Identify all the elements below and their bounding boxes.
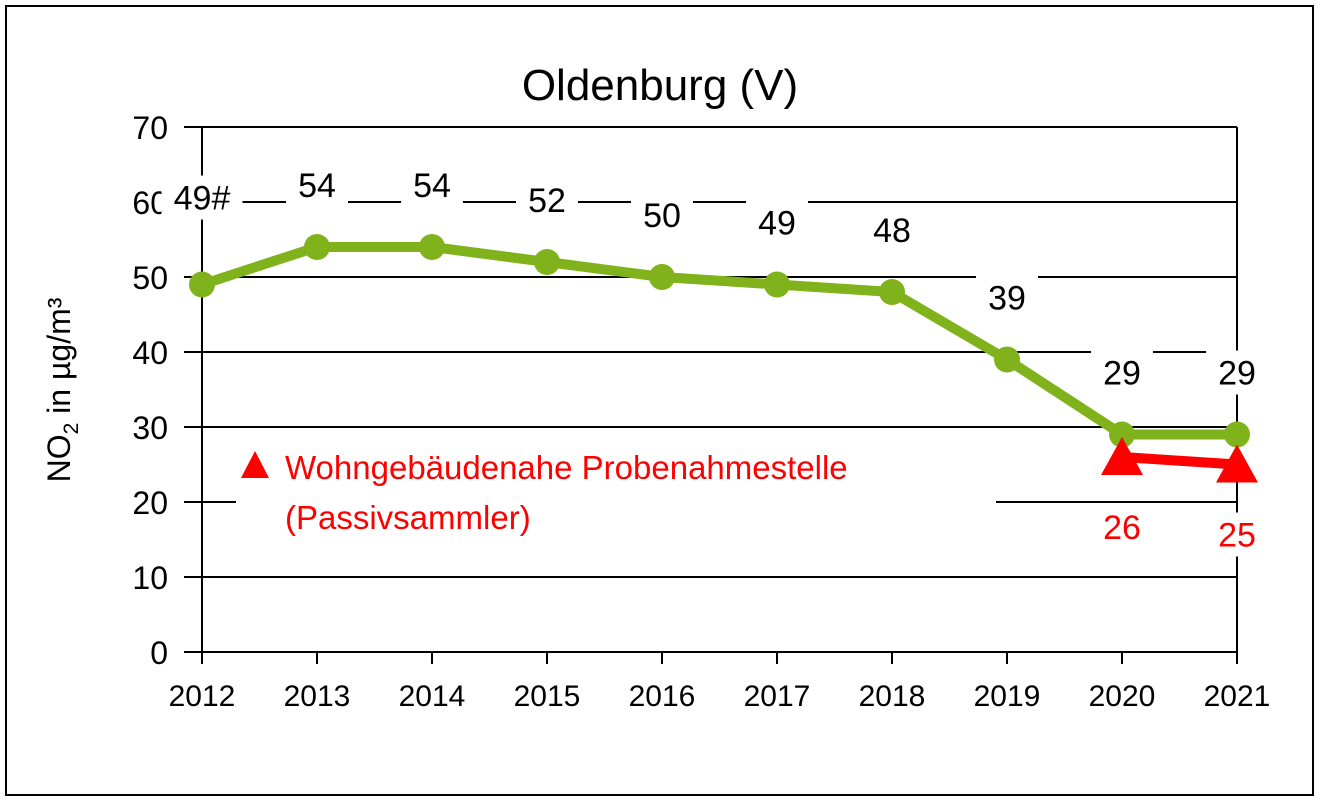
x-tick-label: 2021 — [1204, 680, 1271, 713]
y-tick-label: 10 — [132, 560, 168, 596]
data-label: 25 — [1218, 517, 1256, 555]
data-point-triangle — [1101, 437, 1143, 475]
x-tick-label: 2020 — [1089, 680, 1156, 713]
data-point — [534, 249, 560, 275]
data-label: 29 — [1103, 355, 1141, 393]
y-tick-label: 50 — [132, 260, 168, 296]
y-tick-label: 70 — [132, 110, 168, 146]
chart-title: Oldenburg (V) — [522, 61, 798, 110]
data-point — [764, 271, 790, 298]
y-tick-label: 40 — [132, 335, 168, 371]
data-label-bg — [1206, 512, 1268, 557]
y-axis-label: NO2 in µg/m³ — [41, 297, 83, 482]
y-tick-label: 30 — [132, 410, 168, 446]
data-label-bg — [1091, 505, 1153, 549]
series-layer — [189, 234, 1258, 483]
legend: Wohngebäudenahe Probenahmestelle (Passiv… — [236, 440, 996, 540]
legend-label-line2: (Passivsammler) — [285, 499, 531, 536]
data-label-bg — [746, 200, 808, 245]
data-label-bg — [976, 275, 1038, 320]
data-point — [879, 279, 905, 305]
data-label-bg — [861, 208, 923, 252]
data-point — [994, 346, 1020, 373]
data-point — [649, 264, 675, 290]
x-tick-labels: 2012 2013 2014 2015 2016 2017 2018 2019 2020 2021 — [169, 680, 1271, 713]
data-label-bg — [631, 193, 693, 237]
x-tick-label: 2017 — [744, 680, 811, 713]
x-tick-label: 2015 — [514, 680, 581, 713]
x-tick-label: 2019 — [974, 680, 1041, 713]
series-line — [200, 242, 1237, 440]
legend-label-line1: Wohngebäudenahe Probenahmestelle — [285, 449, 848, 486]
data-label: 54 — [298, 167, 336, 205]
x-tick-label: 2014 — [399, 680, 466, 713]
legend-triangle-icon — [241, 451, 269, 478]
chart-frame — [5, 5, 1314, 796]
x-tick-label: 2012 — [169, 680, 236, 713]
data-label-bg — [401, 163, 463, 207]
data-label: 54 — [413, 167, 451, 205]
data-label: 49# — [174, 180, 231, 218]
data-label: 39 — [988, 280, 1026, 318]
data-label-bg — [161, 175, 243, 220]
y-tick-label: 0 — [150, 635, 168, 671]
data-label-bg — [516, 178, 578, 222]
data-point — [1109, 421, 1135, 448]
data-label: 52 — [528, 182, 566, 220]
data-labels: 49# 54 54 52 50 49 48 39 29 29 26 25 — [174, 167, 1256, 555]
x-tick-label: 2018 — [859, 680, 926, 713]
data-label-bg — [1091, 350, 1153, 395]
x-tick-label: 2013 — [284, 680, 351, 713]
data-point — [419, 234, 445, 260]
data-point — [1224, 421, 1250, 448]
data-label: 48 — [873, 212, 911, 250]
data-point — [189, 271, 215, 298]
data-label: 49 — [758, 205, 796, 243]
data-label-bg — [286, 163, 348, 207]
data-label: 50 — [643, 197, 681, 235]
data-label: 26 — [1103, 509, 1141, 547]
data-point-triangle — [1216, 444, 1258, 483]
data-point — [304, 234, 330, 260]
data-label-bg — [1206, 350, 1268, 395]
y-tick-label: 20 — [132, 485, 168, 521]
data-label-backgrounds — [161, 163, 1268, 557]
data-label: 29 — [1218, 355, 1256, 393]
x-tick-label: 2016 — [629, 680, 696, 713]
series-line — [1121, 452, 1238, 470]
